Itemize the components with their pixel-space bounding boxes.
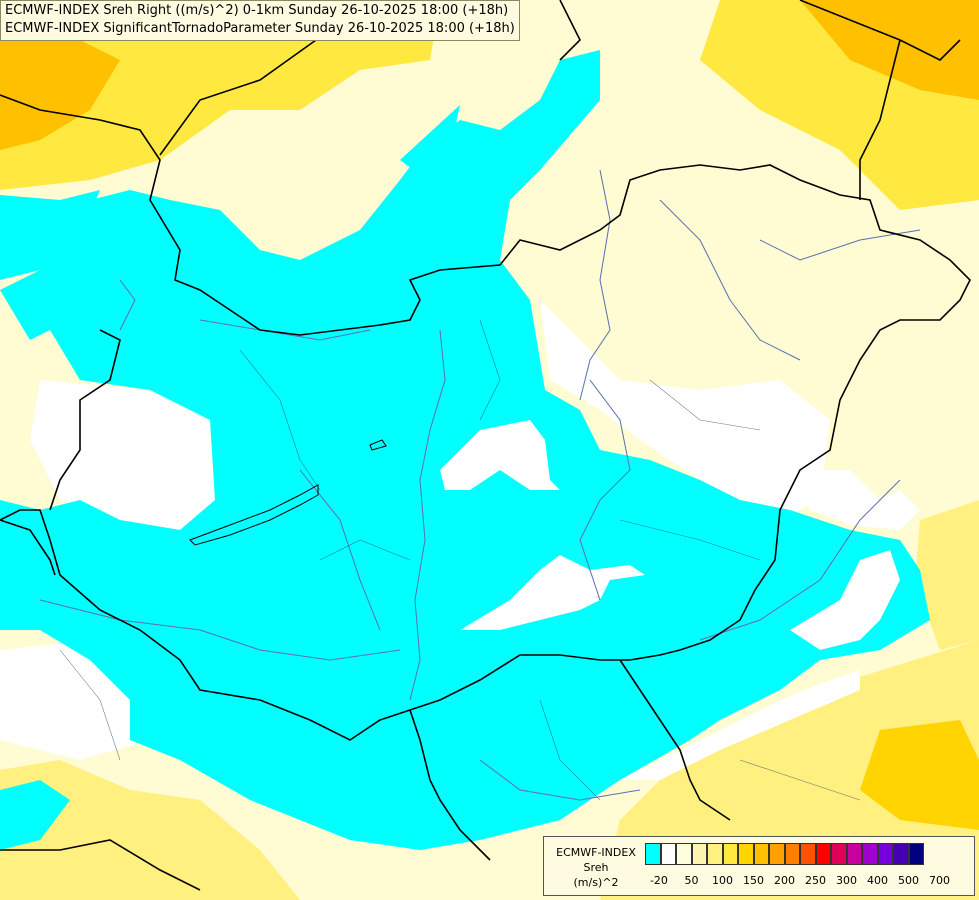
legend-swatch <box>707 843 723 865</box>
legend-swatch <box>877 843 893 865</box>
legend-label: 250 <box>805 874 826 887</box>
legend-label: 150 <box>743 874 764 887</box>
legend-label: 300 <box>836 874 857 887</box>
legend-label: 700 <box>929 874 950 887</box>
legend-swatch <box>908 843 924 865</box>
color-legend: ECMWF-INDEX Sreh (m/s)^2 -20 50 100 150 200 2… <box>543 836 975 896</box>
legend-label: 100 <box>712 874 733 887</box>
legend-title-line3: (m/s)^2 <box>573 876 619 889</box>
low-sreh-hole-center <box>440 420 560 490</box>
high-sreh-patch-north <box>150 30 260 90</box>
high-sreh-area-southwest <box>0 760 300 900</box>
province-borders <box>59 319 861 801</box>
legend-swatch <box>753 843 769 865</box>
low-sreh-area-west <box>30 380 215 530</box>
very-high-sreh-area-northwest <box>0 30 120 150</box>
small-lake <box>369 439 387 451</box>
legend-swatch <box>645 843 661 865</box>
low-sreh-hole-south <box>460 555 645 630</box>
high-sreh-area-northwest <box>0 0 440 190</box>
legend-title-line2: Sreh <box>583 861 609 874</box>
lake <box>189 484 319 546</box>
legend-title-line1: ECMWF-INDEX <box>556 846 636 859</box>
negative-sreh-area-northwest-edge <box>0 190 100 280</box>
very-high-sreh-area-northeast <box>800 0 979 100</box>
legend-swatch <box>769 843 785 865</box>
negative-sreh-area-north-strip <box>400 105 460 175</box>
map-title-box: ECMWF-INDEX Sreh Right ((m/s)^2) 0-1km S… <box>0 0 520 41</box>
legend-swatches <box>645 843 924 865</box>
legend-swatch <box>738 843 754 865</box>
legend-swatch <box>676 843 692 865</box>
legend-swatch <box>660 843 676 865</box>
legend-label: 200 <box>774 874 795 887</box>
legend-swatch <box>862 843 878 865</box>
high-sreh-area-southeast <box>600 640 979 900</box>
legend-label: 50 <box>684 874 699 887</box>
legend-swatch <box>815 843 831 865</box>
legend-swatch <box>831 843 847 865</box>
legend-title: ECMWF-INDEX Sreh (m/s)^2 <box>548 845 644 890</box>
yellow-patch-east <box>915 500 979 650</box>
legend-swatch <box>800 843 816 865</box>
map-title-line2: ECMWF-INDEX SignificantTornadoParameter … <box>5 21 515 36</box>
legend-labels: -20 50 100 150 200 250 300 400 500 700 <box>645 874 975 890</box>
legend-swatch <box>722 843 738 865</box>
legend-label: 400 <box>867 874 888 887</box>
legend-swatch <box>846 843 862 865</box>
legend-swatch <box>784 843 800 865</box>
low-sreh-area-east <box>540 300 830 520</box>
very-high-sreh-area-southeast <box>860 720 979 830</box>
rivers <box>39 169 921 801</box>
legend-swatch <box>893 843 909 865</box>
low-sreh-hole-east <box>790 550 900 650</box>
legend-swatch <box>691 843 707 865</box>
low-sreh-strip-east <box>800 470 920 530</box>
legend-label: 500 <box>898 874 919 887</box>
map-title-line1: ECMWF-INDEX Sreh Right ((m/s)^2) 0-1km S… <box>5 3 509 18</box>
legend-label: -20 <box>649 874 668 887</box>
negative-sreh-area-southwest-patch <box>0 780 70 850</box>
